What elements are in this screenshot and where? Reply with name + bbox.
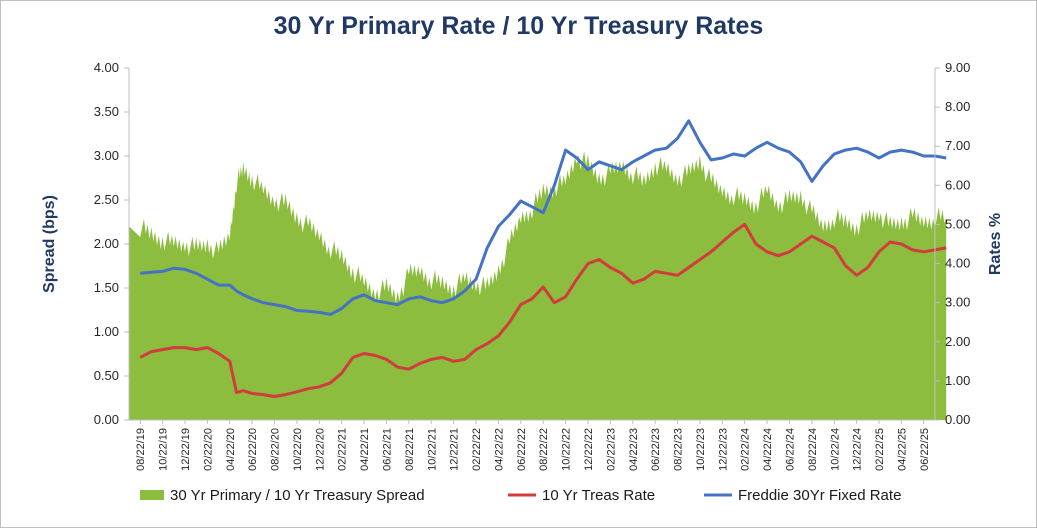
x-tick-label: 04/22/20 xyxy=(225,428,237,471)
left-tick-label: 0.00 xyxy=(94,412,119,427)
right-tick-label: 5.00 xyxy=(945,216,970,231)
x-tick-label: 06/22/21 xyxy=(381,428,393,471)
right-tick-label: 3.00 xyxy=(945,295,970,310)
x-tick-label: 06/22/22 xyxy=(516,428,528,471)
legend-label-spread: 30 Yr Primary / 10 Yr Treasury Spread xyxy=(170,487,425,504)
rate-lines-layer xyxy=(139,119,947,398)
x-tick-label: 02/22/21 xyxy=(337,428,349,471)
left-tick-label: 3.50 xyxy=(94,104,119,119)
x-tick-label: 10/22/19 xyxy=(158,428,170,471)
x-tick-label: 02/22/20 xyxy=(202,428,214,471)
x-tick-label: 10/22/23 xyxy=(695,428,707,471)
x-tick-label: 10/22/24 xyxy=(829,428,841,471)
x-tick-label: 10/22/20 xyxy=(292,428,304,471)
x-tick-label: 08/22/22 xyxy=(538,428,550,471)
right-tick-label: 9.00 xyxy=(945,60,970,75)
x-tick-label: 02/22/25 xyxy=(874,428,886,471)
legend-swatch-spread xyxy=(140,490,164,500)
x-tick-label: 04/22/24 xyxy=(762,428,774,471)
x-tick-label: 12/22/19 xyxy=(180,428,192,471)
x-tick-label: 10/22/22 xyxy=(561,428,573,471)
ticks-layer: 0.00 0.50 1.00 1.50 2.00 2.50 3.00 3.50 4.00 0.00… xyxy=(94,60,971,471)
right-tick-label: 1.00 xyxy=(945,373,970,388)
left-tick-label: 1.50 xyxy=(94,280,119,295)
left-tick-label: 1.00 xyxy=(94,324,119,339)
x-tick-label: 06/22/20 xyxy=(247,428,259,471)
x-tick-label: 06/22/23 xyxy=(650,428,662,471)
x-tick-label: 08/22/24 xyxy=(807,428,819,471)
chart-title: 30 Yr Primary Rate / 10 Yr Treasury Rate… xyxy=(273,12,764,40)
x-tick-label: 04/22/22 xyxy=(493,428,505,471)
x-tick-label: 08/22/20 xyxy=(270,428,282,471)
spread-area-layer xyxy=(129,151,947,421)
x-tick-label: 04/22/21 xyxy=(359,428,371,471)
right-axis-label: Rates % xyxy=(987,213,1004,275)
spread-area xyxy=(129,151,947,421)
x-tick-label: 02/22/24 xyxy=(740,428,752,471)
left-tick-label: 0.50 xyxy=(94,368,119,383)
right-tick-label: 6.00 xyxy=(945,177,970,192)
left-tick-label: 4.00 xyxy=(94,60,119,75)
left-axis-label: Spread (bps) xyxy=(41,195,58,293)
x-tick-label: 02/22/22 xyxy=(471,428,483,471)
x-tick-label: 08/22/19 xyxy=(135,428,147,471)
right-tick-label: 4.00 xyxy=(945,256,970,271)
x-tick-label: 04/22/25 xyxy=(896,428,908,471)
left-tick-label: 2.50 xyxy=(94,192,119,207)
x-tick-label: 12/22/22 xyxy=(583,428,595,471)
x-tick-label: 12/22/24 xyxy=(852,428,864,471)
right-tick-label: 0.00 xyxy=(945,412,970,427)
legend: 30 Yr Primary / 10 Yr Treasury Spread 10… xyxy=(140,487,901,504)
right-tick-label: 2.00 xyxy=(945,334,970,349)
x-tick-label: 12/22/20 xyxy=(314,428,326,471)
legend-label-freddie: Freddie 30Yr Fixed Rate xyxy=(738,487,901,504)
x-tick-label: 08/22/23 xyxy=(673,428,685,471)
freddie-rate-line xyxy=(140,119,947,316)
x-tick-label: 06/22/24 xyxy=(784,428,796,471)
x-tick-label: 08/22/21 xyxy=(404,428,416,471)
x-tick-label: 12/22/23 xyxy=(717,428,729,471)
right-tick-label: 8.00 xyxy=(945,99,970,114)
treasury-rate-line xyxy=(139,222,947,398)
x-tick-label: 12/22/21 xyxy=(449,428,461,471)
right-tick-label: 7.00 xyxy=(945,138,970,153)
left-tick-label: 2.00 xyxy=(94,236,119,251)
x-tick-label: 06/22/25 xyxy=(919,428,931,471)
legend-label-treasury: 10 Yr Treas Rate xyxy=(542,487,655,504)
left-tick-label: 3.00 xyxy=(94,148,119,163)
x-tick-label: 04/22/23 xyxy=(628,428,640,471)
x-tick-label: 10/22/21 xyxy=(426,428,438,471)
x-tick-label: 02/22/23 xyxy=(605,428,617,471)
